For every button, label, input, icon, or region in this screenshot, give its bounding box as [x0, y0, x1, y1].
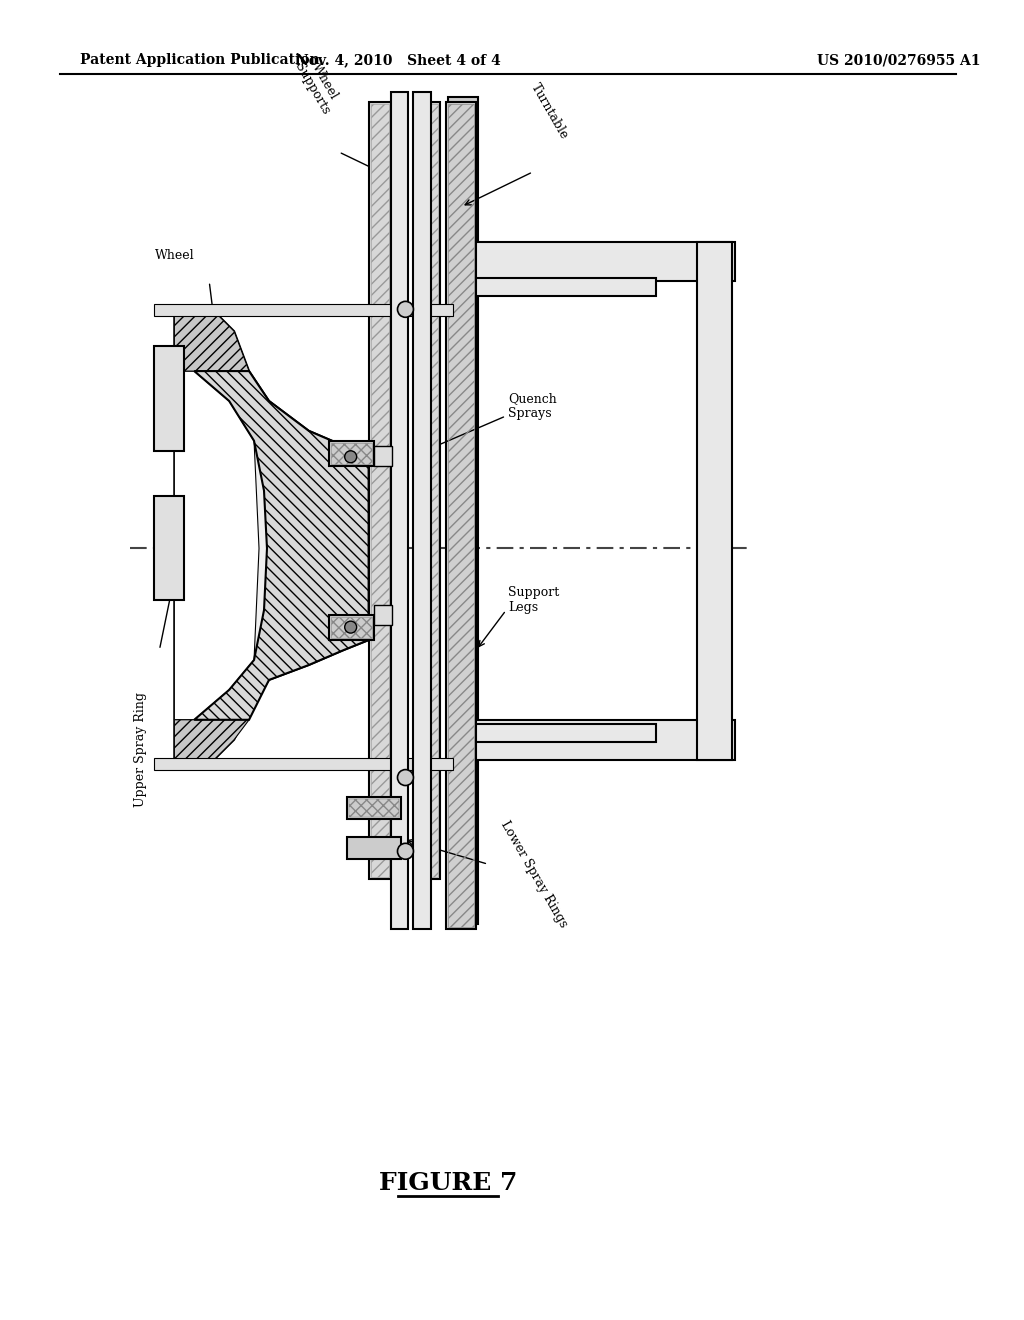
Bar: [347, 837, 401, 859]
Bar: [476, 279, 655, 297]
Text: Upper Spray Ring: Upper Spray Ring: [134, 692, 147, 807]
Circle shape: [345, 451, 356, 463]
Bar: [476, 242, 735, 281]
Bar: [155, 346, 184, 451]
Text: Support
Legs: Support Legs: [508, 586, 559, 614]
Bar: [155, 495, 184, 601]
Polygon shape: [174, 371, 259, 719]
Circle shape: [397, 770, 414, 785]
Bar: [374, 446, 391, 466]
Bar: [697, 242, 732, 759]
Text: Turntable: Turntable: [528, 82, 570, 143]
Bar: [155, 305, 454, 317]
Bar: [419, 102, 440, 879]
Bar: [347, 797, 401, 820]
Circle shape: [397, 301, 414, 317]
Bar: [390, 92, 409, 929]
Circle shape: [397, 843, 414, 859]
Text: Quench
Sprays: Quench Sprays: [508, 392, 557, 420]
Polygon shape: [174, 312, 369, 759]
Text: Nov. 4, 2010   Sheet 4 of 4: Nov. 4, 2010 Sheet 4 of 4: [296, 53, 501, 67]
Bar: [349, 800, 399, 817]
Bar: [414, 92, 431, 929]
Bar: [421, 104, 438, 878]
Text: Wheel: Wheel: [155, 248, 195, 261]
Bar: [331, 618, 372, 638]
Bar: [476, 723, 655, 742]
Circle shape: [345, 622, 356, 634]
Polygon shape: [174, 719, 249, 759]
Bar: [446, 102, 476, 929]
Bar: [155, 758, 454, 770]
Bar: [371, 104, 388, 878]
Bar: [374, 605, 391, 626]
Bar: [329, 615, 374, 640]
Bar: [331, 442, 372, 463]
Text: Patent Application Publication: Patent Application Publication: [80, 53, 319, 67]
Polygon shape: [195, 371, 369, 719]
Text: FIGURE 7: FIGURE 7: [379, 1171, 517, 1195]
Polygon shape: [174, 312, 249, 371]
Bar: [369, 102, 390, 879]
Text: US 2010/0276955 A1: US 2010/0276955 A1: [817, 53, 980, 67]
Bar: [476, 719, 735, 759]
Bar: [449, 98, 478, 924]
Text: Lower Spray Rings: Lower Spray Rings: [498, 818, 570, 929]
Text: Wheel
Supports: Wheel Supports: [292, 53, 345, 117]
Bar: [329, 441, 374, 466]
Bar: [449, 104, 474, 927]
